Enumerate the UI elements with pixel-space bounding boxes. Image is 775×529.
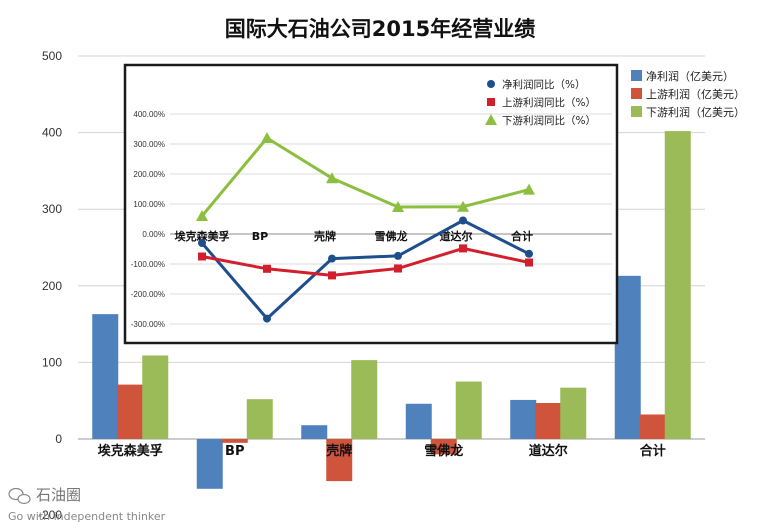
bar-2-1 (117, 384, 144, 439)
bar-2-3 (326, 439, 353, 482)
bar-2-5 (535, 402, 562, 439)
inset-y-tick: -300.00% (131, 320, 165, 329)
inset-point-1-6 (525, 249, 533, 258)
bar-1-5 (510, 399, 537, 439)
bar-1-2 (196, 439, 223, 489)
bar-2-4 (430, 439, 457, 455)
inset-point-1-3 (328, 254, 336, 263)
outer-y-axis-ticks: 500 400 300 200 100 0 -200 (38, 49, 62, 522)
outer-category-labels: 埃克森美孚 BP 壳牌 雪佛龙 道达尔 合计 (98, 443, 666, 459)
inset-legend-label: 净利润同比（%） (502, 78, 585, 91)
bar-1-1 (92, 314, 119, 439)
outer-legend-swatch (631, 88, 642, 99)
outer-category-label: 壳牌 (325, 443, 352, 459)
inset-point-3-4 (392, 201, 404, 212)
bar-3-3 (351, 360, 378, 439)
inset-line-3 (200, 136, 530, 217)
inset-point-2-1 (198, 252, 206, 261)
inset-point-2-6 (525, 258, 533, 267)
inset-legend-marker (487, 98, 495, 106)
outer-y-tick: 200 (42, 279, 62, 293)
inset-y-tick: 100.00% (133, 200, 165, 209)
bar-1-4 (405, 403, 432, 439)
inset-legend-label: 下游利润同比（%） (502, 114, 596, 127)
inset-point-1-2 (263, 314, 271, 323)
inset-y-tick: -200.00% (131, 290, 165, 299)
outer-category-label: 埃克森美孚 (98, 443, 163, 459)
bar-3-6 (664, 131, 691, 439)
bar-3-2 (246, 399, 273, 439)
wechat-icon (8, 487, 31, 505)
outer-y-tick: 400 (42, 126, 62, 140)
outer-legend-label: 净利润（亿美元） (646, 69, 734, 83)
outer-legend-swatch (631, 106, 642, 117)
inset-point-2-4 (394, 264, 402, 273)
inset-line-1 (200, 219, 530, 321)
watermark-slogan: Go with independent thinker (8, 510, 166, 523)
outer-y-tick: 0 (55, 432, 62, 446)
inset-point-3-5 (457, 200, 469, 212)
inset-category-labels: 埃克森美孚 BP 壳牌 雪佛龙 道达尔 合计 (175, 229, 534, 243)
bar-1-3 (301, 425, 328, 439)
inset-category-label: 道达尔 (440, 229, 473, 243)
inset-category-label: 壳牌 (313, 229, 336, 243)
inset-line-chart: 400.00% 300.00% 200.00% 100.00% 0.00% -100.00… (123, 63, 619, 345)
outer-y-tick: -200 (38, 508, 62, 522)
inset-y-tick: 400.00% (133, 110, 165, 119)
inset-point-3-1 (196, 210, 208, 221)
inset-point-1-4 (394, 251, 402, 260)
bar-2-2 (221, 439, 248, 443)
inset-point-2-2 (263, 264, 271, 273)
inset-point-3-2 (261, 132, 273, 143)
chart-title: 国际大石油公司2015年经营业绩 (225, 17, 535, 41)
bar-2-6 (639, 414, 666, 439)
inset-category-label: BP (252, 230, 268, 243)
outer-legend: 净利润（亿美元） 上游利润（亿美元） 下游利润（亿美元） (631, 69, 745, 119)
inset-point-1-5 (459, 216, 467, 225)
inset-legend-marker (487, 80, 495, 88)
outer-category-label: 合计 (640, 443, 666, 459)
inset-category-label: 雪佛龙 (375, 229, 408, 243)
watermark: 石油圈 Go with independent thinker (8, 486, 166, 523)
inset-point-2-3 (328, 271, 336, 280)
outer-y-tick: 500 (42, 49, 62, 63)
bar-1-6 (614, 275, 641, 439)
inset-category-label: 埃克森美孚 (175, 229, 230, 243)
inset-legend-label: 上游利润同比（%） (502, 96, 596, 109)
inset-legend: 净利润同比（%） 上游利润同比（%） 下游利润同比（%） (485, 78, 596, 127)
inset-y-tick: 0.00% (142, 230, 165, 239)
inset-point-1-1 (198, 239, 206, 247)
inset-point-3-3 (326, 172, 338, 184)
outer-y-tick: 100 (42, 355, 62, 369)
inset-y-tick: 200.00% (133, 170, 165, 179)
watermark-name: 石油圈 (36, 486, 81, 504)
outer-category-label: BP (225, 444, 244, 459)
outer-category-label: 雪佛龙 (424, 443, 463, 459)
outer-y-tick: 300 (42, 202, 62, 216)
inset-line-2 (201, 246, 530, 277)
outer-legend-label: 下游利润（亿美元） (646, 105, 745, 119)
inset-point-2-5 (459, 244, 467, 253)
inset-series-lines (196, 132, 535, 323)
outer-category-label: 道达尔 (529, 443, 568, 459)
inset-y-tick: 300.00% (133, 140, 165, 149)
bar-3-4 (455, 381, 482, 439)
inset-y-tick: -100.00% (131, 260, 165, 269)
inset-legend-marker (485, 114, 497, 125)
inset-y-axis-ticks: 400.00% 300.00% 200.00% 100.00% 0.00% -100.00… (131, 110, 165, 329)
inset-category-label: 合计 (511, 229, 533, 243)
outer-legend-label: 上游利润（亿美元） (646, 87, 745, 101)
bar-3-5 (560, 387, 587, 439)
bar-3-1 (142, 355, 169, 439)
outer-legend-swatch (631, 70, 642, 81)
inset-point-3-6 (523, 183, 535, 195)
outer-bars (92, 131, 691, 489)
